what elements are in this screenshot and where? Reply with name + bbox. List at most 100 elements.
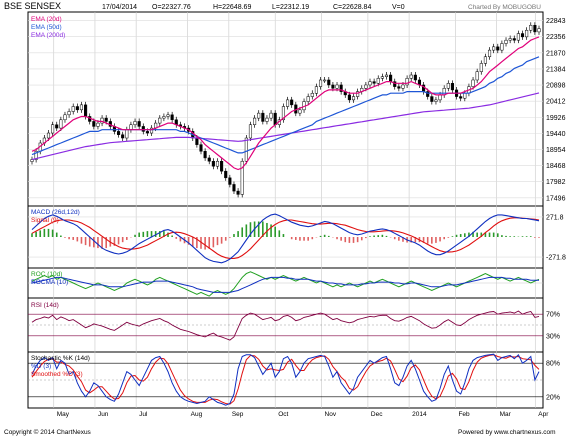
candle-body: [215, 160, 220, 167]
candle-body: [100, 117, 104, 124]
candle-body: [55, 124, 59, 129]
candle-body: [389, 74, 393, 82]
chart-title: BSE SENSEX: [4, 1, 61, 11]
candle-body: [512, 38, 516, 41]
candle-body: [273, 112, 277, 126]
high-readout: H=22648.69: [213, 4, 251, 11]
stoch-k-line: [31, 353, 540, 406]
macd-line: [31, 213, 540, 264]
candle-body: [504, 39, 508, 44]
candle-body: [298, 109, 302, 114]
candle-body: [450, 83, 454, 91]
x-tick-label-jun: Jun: [98, 411, 109, 418]
x-tick-label-jul: Jul: [139, 411, 148, 418]
stoch-legend-entry: %D (3): [31, 363, 51, 370]
candle-body: [372, 81, 376, 84]
candle-body: [413, 74, 417, 81]
x-tick-label-oct: Oct: [278, 411, 288, 418]
candle-body: [34, 151, 38, 160]
x-tick-label-feb: Feb: [458, 411, 470, 418]
candle-body: [335, 84, 339, 89]
x-tick-label-aug: Aug: [191, 411, 203, 418]
candle-body: [380, 76, 384, 79]
stoch-legend-entry: Smoothed %D (3): [31, 371, 83, 378]
candle-body: [84, 104, 88, 117]
candle-body: [145, 131, 149, 134]
candle-body: [129, 124, 133, 130]
x-tick-label-mar: Mar: [500, 411, 512, 418]
price-y-tick-label: 20898: [546, 83, 566, 90]
candle-body: [133, 121, 137, 126]
roc-legend-entry: ROCMA (10): [31, 279, 68, 286]
roc-line: [31, 271, 540, 297]
candle-body: [96, 122, 100, 127]
price-y-tick-label: 17496: [546, 195, 566, 202]
candle-body: [310, 92, 314, 97]
candle-body: [199, 144, 203, 152]
macd-legend-entry: Signal (9): [31, 217, 59, 224]
candle-body: [368, 81, 372, 86]
candle-body: [51, 124, 55, 134]
low-readout: L=22312.19: [272, 4, 309, 11]
price-legend-entry: EMA (50d): [31, 24, 62, 31]
candle-body: [236, 190, 240, 195]
candle-body: [529, 25, 533, 31]
candle-body: [483, 56, 487, 64]
candle-body: [261, 112, 265, 122]
ema-200-line: [31, 92, 540, 161]
candle-body: [79, 104, 84, 111]
macd-y-tick-label: 271.8: [546, 214, 564, 221]
price-y-tick-label: 18954: [546, 147, 566, 154]
candle-body: [471, 79, 475, 87]
candle-body: [520, 33, 525, 38]
x-tick-label-dec: Dec: [371, 411, 383, 418]
candle-body: [426, 91, 430, 97]
x-tick-label-2014: 2014: [412, 411, 427, 418]
candle-body: [137, 121, 141, 127]
x-tick-label-may: May: [57, 411, 70, 418]
price-y-tick-label: 18468: [546, 163, 566, 170]
candle-body: [224, 170, 228, 179]
price-legend-entry: EMA (200d): [31, 32, 65, 39]
date-readout: 17/04/2014: [102, 4, 137, 11]
candle-body: [290, 99, 294, 106]
candle-body: [533, 25, 537, 33]
candle-body: [170, 114, 174, 121]
price-legend-entry: EMA (20d): [31, 16, 62, 23]
candle-body: [492, 46, 496, 51]
candle-body: [459, 96, 463, 99]
candle-body: [434, 99, 438, 102]
volume-readout: V=0: [392, 4, 405, 11]
candle-body: [376, 78, 380, 84]
candle-body: [339, 84, 343, 92]
candle-body: [525, 29, 529, 38]
candle-body: [500, 43, 504, 51]
candle-body: [286, 99, 290, 107]
candle-body: [516, 33, 520, 41]
candle-body: [166, 114, 170, 117]
candle-body: [306, 96, 310, 102]
rsi-line: [31, 310, 540, 341]
candle-body: [405, 78, 409, 86]
stoch-legend-entry: Stochastic %K (14d): [31, 355, 90, 362]
candle-body: [220, 160, 224, 172]
candle-body: [327, 79, 331, 86]
candle-body: [253, 117, 257, 126]
macd-signal-line: [31, 217, 540, 259]
candle-body: [438, 94, 442, 101]
candle-body: [232, 184, 236, 192]
candle-body: [75, 106, 79, 111]
candle-body: [158, 117, 162, 124]
candle-body: [475, 71, 479, 81]
stoch-d-line: [31, 354, 540, 405]
candle-body: [496, 46, 500, 51]
candle-body: [228, 177, 232, 185]
candle-body: [149, 127, 154, 134]
candle-body: [331, 84, 335, 89]
candle-body: [356, 91, 360, 97]
stoch-y-tick-label: 20%: [546, 394, 560, 401]
candle-body: [364, 84, 368, 89]
candle-body: [248, 124, 253, 139]
candle-body: [281, 106, 285, 121]
